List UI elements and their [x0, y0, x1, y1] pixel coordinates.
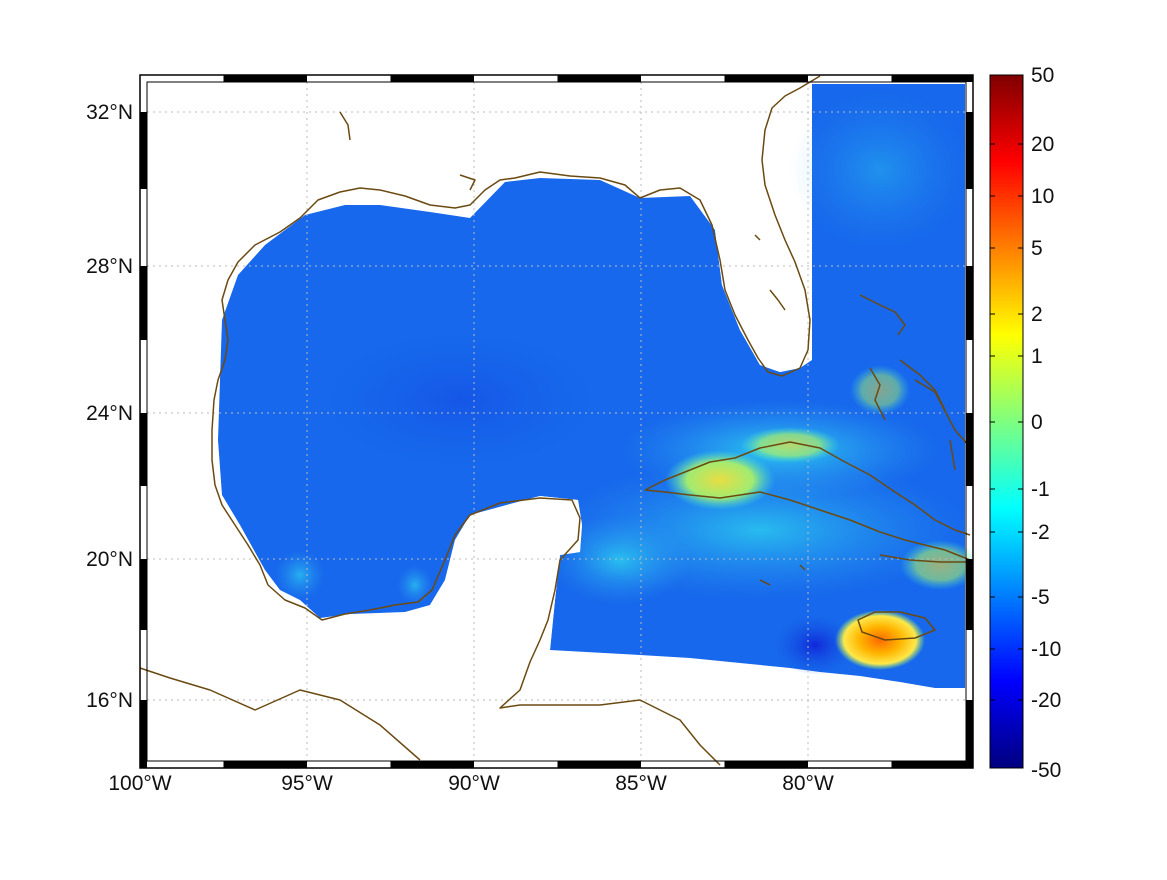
- frame-block: [140, 266, 147, 340]
- frame-block: [223, 75, 307, 82]
- lon-tick-label: 85°W: [615, 772, 667, 795]
- central-america-coast: [499, 639, 721, 766]
- bahamas-warm-spot: [850, 365, 910, 415]
- colorbar-tick-label: 5: [1031, 237, 1043, 260]
- frame-block: [966, 559, 973, 630]
- lat-tick-label: 16°N: [86, 689, 133, 712]
- colorbar-tick-label: -50: [1031, 759, 1061, 782]
- lat-tick-label: 28°N: [86, 255, 133, 278]
- frame-block: [390, 761, 474, 768]
- frame-block: [966, 266, 973, 340]
- frame-block: [140, 413, 147, 486]
- colorbar-tick-label: -20: [1031, 689, 1061, 712]
- lon-tick-label: 90°W: [448, 772, 500, 795]
- colorbar-tick-label: -10: [1031, 638, 1061, 661]
- frame-block: [390, 75, 474, 82]
- frame-block: [724, 75, 808, 82]
- islands-misc: [339, 111, 806, 586]
- frame-block: [891, 75, 973, 82]
- frame-block: [966, 413, 973, 486]
- lat-tick-label: 32°N: [86, 101, 133, 124]
- florida-atlantic-coast: [761, 75, 821, 369]
- coastlines: [139, 75, 972, 766]
- graticule: [147, 82, 966, 761]
- lat-tick-label: 20°N: [86, 548, 133, 571]
- frame-block: [223, 761, 307, 768]
- colorbar-tick-labels: 50 20 10 5 2 1 0 -1 -2 -5 -10 -20 -50: [1031, 64, 1061, 782]
- haiti-warm-spot: [900, 540, 973, 590]
- hispaniola-coast: [879, 539, 972, 563]
- lon-tick-label: 95°W: [281, 772, 333, 795]
- frame-block: [966, 700, 973, 768]
- gulf-coastline: [237, 171, 801, 377]
- checkered-frame: [140, 75, 973, 768]
- yucatan-channel-cyan: [550, 515, 690, 605]
- mexico-west-coast: [211, 261, 581, 641]
- colorbar-ticks: [990, 74, 1023, 769]
- atlantic-shade: [790, 90, 970, 250]
- gulf-dark-center: [320, 330, 600, 470]
- gulf-cyan-spot: [275, 550, 325, 600]
- jamaica-hot-spot: [835, 610, 925, 670]
- colorbar-tick-label: 1: [1031, 345, 1043, 368]
- colorbar-tick-label: 50: [1031, 64, 1054, 87]
- colorbar-tick-label: -2: [1031, 521, 1050, 544]
- lat-tick-labels: 32°N 28°N 24°N 20°N 16°N: [86, 101, 133, 712]
- frame-block: [140, 112, 147, 189]
- frame-block: [557, 75, 641, 82]
- colorbar-tick-label: 0: [1031, 411, 1043, 434]
- data-field: [218, 75, 973, 720]
- frame-block: [891, 761, 973, 768]
- frame-block: [724, 761, 808, 768]
- jamaica-coast: [857, 611, 936, 641]
- colorbar-tick-label: -1: [1031, 478, 1050, 501]
- lon-tick-label: 100°W: [108, 772, 171, 795]
- cuba-coast: [644, 441, 971, 541]
- colorbar-tick-label: 10: [1031, 185, 1054, 208]
- caribbean-dark-spot: [775, 615, 855, 675]
- pacific-coast: [139, 667, 421, 761]
- frame-block: [140, 559, 147, 630]
- florida-land: [690, 75, 812, 372]
- frame-block: [557, 761, 641, 768]
- colorbar-tick-label: -5: [1031, 586, 1050, 609]
- yucatan-land: [420, 496, 582, 720]
- bahamas-coast: [859, 294, 969, 471]
- lat-tick-label: 24°N: [86, 402, 133, 425]
- frame-block: [966, 112, 973, 189]
- lon-tick-labels: 100°W 95°W 90°W 85°W 80°W: [108, 772, 834, 795]
- frame-block: [140, 700, 147, 768]
- colorbar-tick-label: 20: [1031, 133, 1054, 156]
- colorbar-tick-label: 2: [1031, 303, 1043, 326]
- cuba-warm-spot-2: [740, 427, 840, 463]
- lon-tick-label: 80°W: [782, 772, 834, 795]
- colorbar: [989, 74, 1024, 769]
- gulf-cyan-spot-2: [397, 565, 433, 605]
